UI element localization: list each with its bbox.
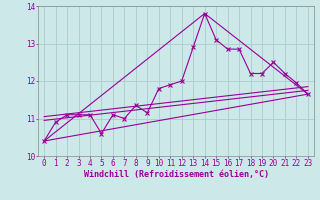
- X-axis label: Windchill (Refroidissement éolien,°C): Windchill (Refroidissement éolien,°C): [84, 170, 268, 179]
